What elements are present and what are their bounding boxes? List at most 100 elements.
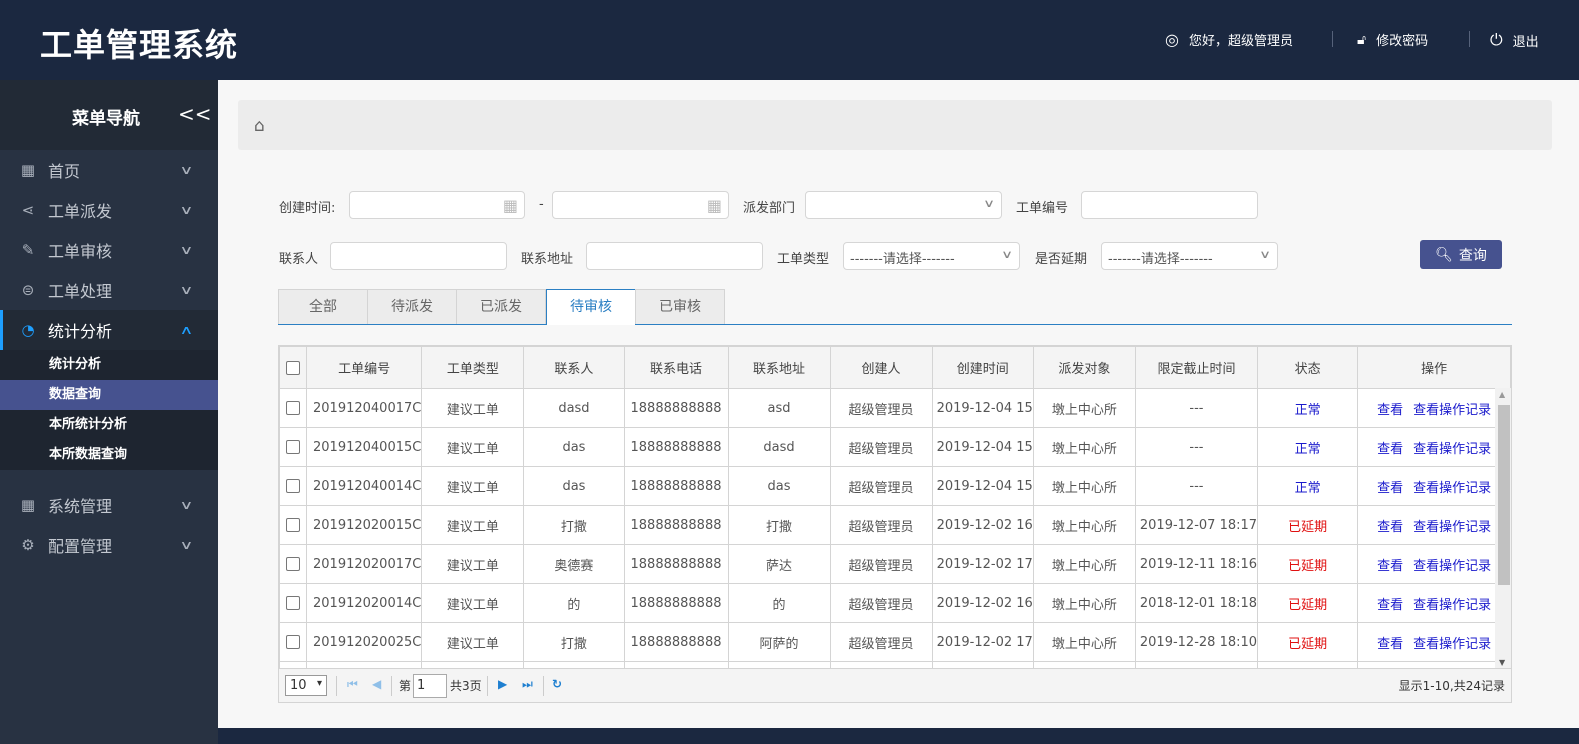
table-row[interactable]: 201912020017C 建议工单 奥德赛 18888888888 萨达 超级管理员 20… [279, 544, 1511, 584]
view-link[interactable]: 查看 [1377, 558, 1404, 574]
first-page-icon[interactable]: ⏮ [347, 677, 358, 691]
divider [487, 676, 488, 696]
collapse-sidebar-icon[interactable]: << [178, 102, 212, 126]
contact-label: 联系人 [279, 252, 319, 267]
table-row[interactable]: 201912020015C 建议工单 打撒 18888888888 打撒 超级管理员 201… [279, 505, 1511, 545]
subitem-local-data-query[interactable]: 本所数据查询 [49, 447, 128, 462]
subitem-statistics[interactable]: 统计分析 [49, 357, 102, 372]
chevron-up-icon: ∧ [179, 323, 194, 337]
view-link[interactable]: 查看 [1377, 441, 1404, 457]
row-checkbox[interactable] [286, 518, 300, 532]
page-size-select[interactable]: 10 ▾ [285, 675, 327, 696]
view-link[interactable]: 查看 [1377, 519, 1404, 535]
tab-reviewed[interactable]: 已审核 [635, 289, 725, 324]
chevron-down-icon: ∨ [982, 197, 996, 210]
subitem-data-query[interactable]: 数据查询 [0, 380, 218, 410]
tab-pending-review[interactable]: 待审核 [546, 289, 636, 325]
select-all-checkbox[interactable] [286, 360, 300, 375]
row-select-cell [279, 427, 308, 467]
column-header: 限定截止时间 [1134, 346, 1259, 389]
change-password-link[interactable]: 🔓︎ 修改密码 [1357, 31, 1429, 50]
breadcrumb: ⌂ [238, 100, 1552, 150]
table-row[interactable]: 201912040015C 建议工单 das 18888888888 dasd 超级管理员… [279, 427, 1511, 467]
row-checkbox[interactable] [286, 479, 300, 493]
view-log-link[interactable]: 查看操作记录 [1413, 519, 1492, 535]
cell-4: 阿萨的 [727, 622, 831, 662]
column-header: 状态 [1257, 346, 1359, 389]
logout-link[interactable]: ⏻ 退出 [1490, 30, 1539, 50]
calendar-icon[interactable]: ▦ [706, 196, 722, 215]
cell-6: 2019-12-04 15 [931, 466, 1034, 506]
tab-all[interactable]: 全部 [278, 289, 368, 324]
sidebar-item-home[interactable]: ▦ 首页 ∨ [20, 161, 194, 181]
column-header: 联系地址 [727, 346, 831, 389]
calendar-icon[interactable]: ▦ [502, 196, 518, 215]
search-icon: 🔍︎ [1435, 246, 1453, 263]
top-header: 工单管理系统 ◎ 您好，超级管理员 🔓︎ 修改密码 ⏻ 退出 [0, 0, 1579, 80]
search-button[interactable]: 🔍︎ 查询 [1420, 240, 1502, 269]
cell-3: 18888888888 [623, 388, 729, 428]
contact-input[interactable] [330, 242, 507, 270]
cell-5: 超级管理员 [829, 622, 933, 662]
tab-dispatched[interactable]: 已派发 [456, 289, 546, 324]
status-badge: 已延期 [1257, 622, 1359, 662]
order-no-input[interactable] [1081, 191, 1258, 219]
refresh-icon[interactable]: ↻ [552, 677, 563, 691]
vertical-scrollbar[interactable]: ▲ ▼ [1495, 388, 1511, 669]
next-page-icon[interactable]: ▶ [498, 677, 508, 691]
dept-select[interactable]: ∨ [805, 191, 1002, 219]
view-log-link[interactable]: 查看操作记录 [1413, 402, 1492, 418]
subitem-local-statistics[interactable]: 本所统计分析 [49, 417, 128, 432]
sidebar-item-statistics[interactable]: ◔ 统计分析 ∧ [0, 310, 218, 350]
row-checkbox[interactable] [286, 635, 300, 649]
cell-1: 建议工单 [421, 583, 525, 623]
chevron-down-icon: ∨ [179, 283, 194, 297]
cell-1: 建议工单 [421, 466, 525, 506]
sidebar-title: 菜单导航 [72, 109, 140, 129]
view-log-link[interactable]: 查看操作记录 [1413, 441, 1492, 457]
row-checkbox[interactable] [286, 440, 300, 454]
table-row[interactable]: 201912020025C 建议工单 打撒 18888888888 阿萨的 超级管理员 20… [279, 622, 1511, 662]
actions-cell: 查看 查看操作记录 [1357, 583, 1511, 623]
page-number-input[interactable]: 1 [413, 674, 447, 698]
type-select[interactable]: -------请选择------- ∨ [843, 242, 1020, 270]
view-link[interactable]: 查看 [1377, 402, 1404, 418]
sidebar-item-dispatch[interactable]: ⋖ 工单派发 ∨ [0, 190, 218, 230]
delay-select[interactable]: -------请选择------- ∨ [1101, 242, 1278, 270]
row-checkbox[interactable] [286, 596, 300, 610]
sidebar-item-process[interactable]: ⊜ 工单处理 ∨ [0, 270, 218, 310]
cell-6: 2019-12-02 17 [931, 544, 1034, 584]
prev-page-icon[interactable]: ◀ [372, 677, 382, 691]
sidebar-item-system[interactable]: ▦ 系统管理 ∨ [20, 496, 194, 516]
sidebar-item-review[interactable]: ✎ 工单审核 ∨ [0, 230, 218, 270]
view-link[interactable]: 查看 [1377, 480, 1404, 496]
row-checkbox[interactable] [286, 401, 300, 415]
scrollbar-thumb[interactable] [1498, 405, 1510, 585]
column-header: 联系人 [523, 346, 625, 389]
start-date-input[interactable]: ▦ [349, 191, 525, 219]
divider [1469, 31, 1470, 47]
pagination-bar: 10 ▾ ⏮ ◀ 第 1 共3页 ▶ ⏭ ↻ 显示1-10,共24记录 [279, 668, 1511, 702]
tab-pending-dispatch[interactable]: 待派发 [367, 289, 457, 324]
table-row[interactable]: 201912020014C 建议工单的 18888888888 的超级管理员 2019-… [279, 583, 1511, 623]
cell-5: 超级管理员 [829, 544, 933, 584]
table-row[interactable]: 201912040014C 建议工单 das 18888888888 das 超级管理员 2… [279, 466, 1511, 506]
address-input[interactable] [586, 242, 763, 270]
view-link[interactable]: 查看 [1377, 636, 1404, 652]
last-page-icon[interactable]: ⏭ [522, 677, 533, 691]
sidebar-item-config[interactable]: ⚙ 配置管理 ∨ [0, 525, 218, 565]
view-log-link[interactable]: 查看操作记录 [1413, 558, 1492, 574]
table-row[interactable]: 201912040017C 建议工单 dasd 18888888888 asd 超级管理员… [279, 388, 1511, 428]
view-link[interactable]: 查看 [1377, 597, 1404, 613]
scroll-down-icon[interactable]: ▼ [1499, 658, 1506, 667]
row-checkbox[interactable] [286, 557, 300, 571]
scroll-up-icon[interactable]: ▲ [1499, 390, 1506, 399]
view-log-link[interactable]: 查看操作记录 [1413, 597, 1492, 613]
power-icon: ⏻ [1490, 30, 1503, 49]
view-log-link[interactable]: 查看操作记录 [1413, 636, 1492, 652]
home-icon[interactable]: ⌂ [254, 116, 265, 136]
view-log-link[interactable]: 查看操作记录 [1413, 480, 1492, 496]
user-greeting[interactable]: ◎ 您好，超级管理员 [1165, 30, 1293, 49]
end-date-input[interactable]: ▦ [552, 191, 729, 219]
status-badge: 正常 [1257, 466, 1359, 506]
